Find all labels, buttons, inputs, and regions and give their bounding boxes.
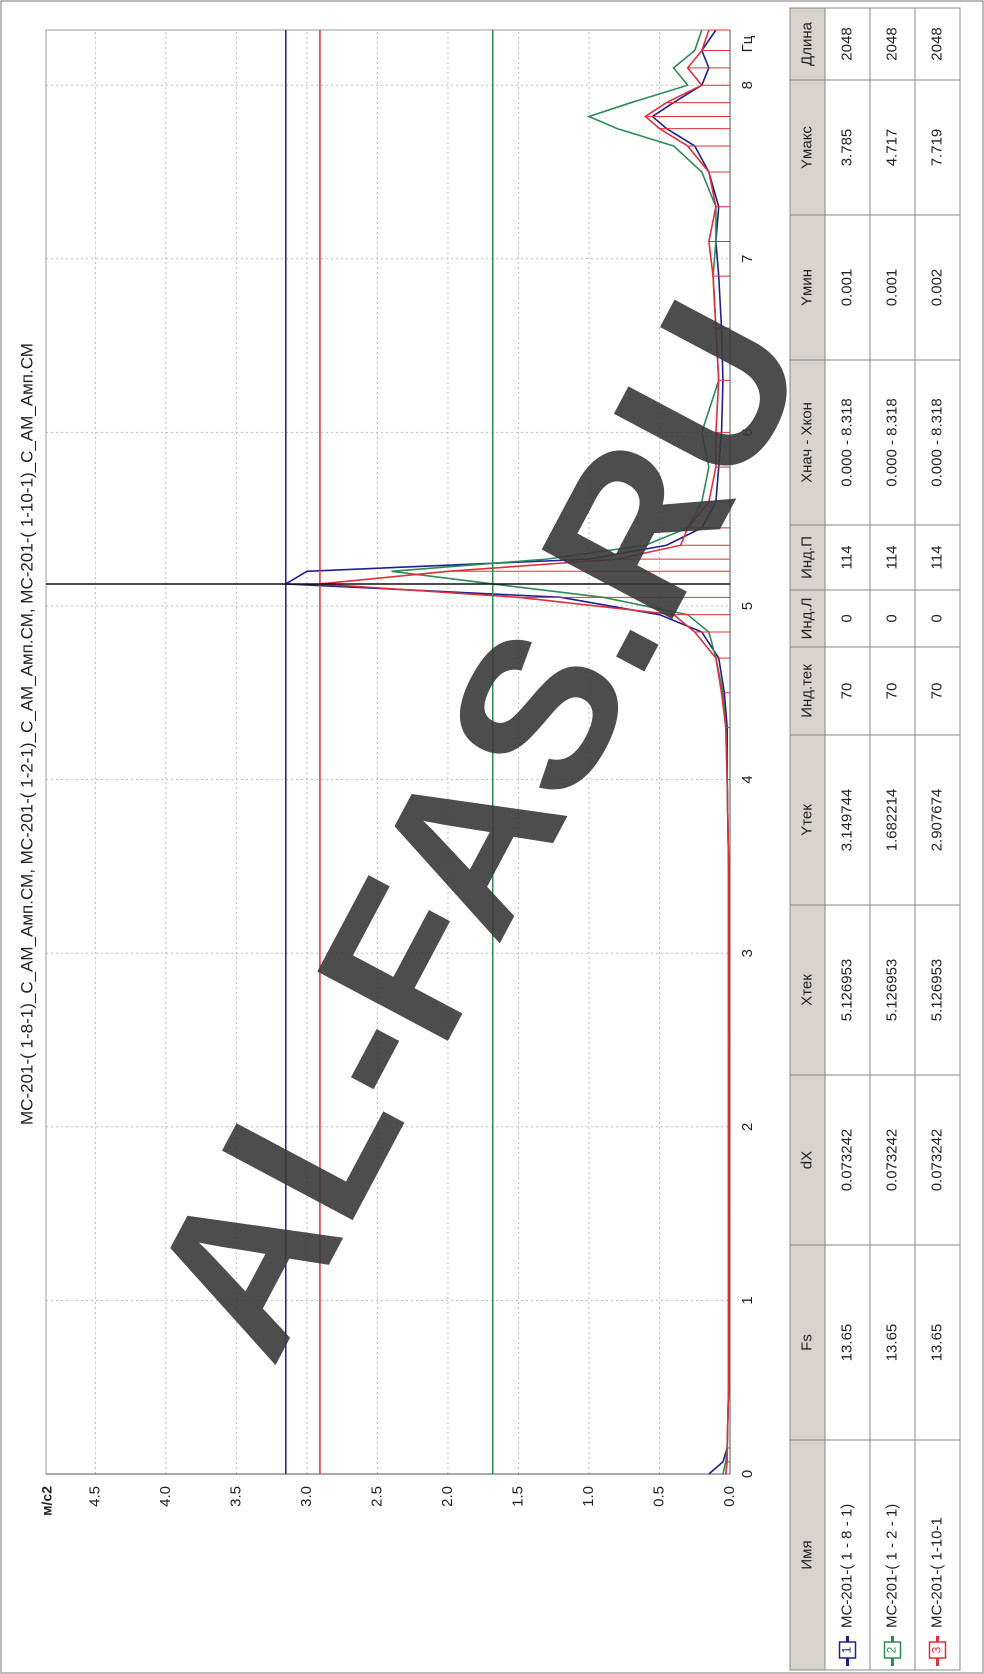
cell-text: 5.126953: [838, 959, 855, 1022]
legend-marker: 3: [930, 1646, 944, 1653]
cell-text: 0.001: [883, 269, 900, 307]
column-header: Инд.Л: [798, 598, 815, 640]
column-header: Xтек: [798, 974, 815, 1006]
legend-marker: 1: [840, 1646, 854, 1653]
cell-text: 7.719: [928, 129, 945, 167]
series-line: [319, 29, 730, 1475]
cell-text: 0.000 - 8.318: [883, 398, 900, 486]
cell-text: 114: [883, 546, 900, 570]
cell-text: MC-201-( 1 - 8 - 1): [838, 1504, 855, 1628]
cell-text: 2048: [928, 27, 945, 60]
cell-text: 0: [838, 614, 855, 622]
cell-text: 5.126953: [883, 959, 900, 1022]
y-tick-label: 4.5: [86, 1486, 103, 1507]
cell-text: 0.073242: [928, 1129, 945, 1192]
x-tick-label: 8: [739, 81, 756, 89]
cell-text: 1.682214: [883, 789, 900, 852]
column-header: Имя: [798, 1540, 815, 1569]
column-header: Fs: [798, 1334, 815, 1351]
x-tick-label: 0: [739, 1470, 756, 1478]
cell-text: 114: [928, 546, 945, 570]
cell-text: 0.002: [928, 269, 945, 307]
y-axis-label: м/с2: [39, 1486, 55, 1516]
cell-text: 0.000 - 8.318: [928, 398, 945, 486]
cell-text: 0: [928, 614, 945, 622]
cell-text: 13.65: [883, 1324, 900, 1362]
column-header: Xнач - Xкон: [798, 402, 815, 483]
cell-text: 5.126953: [928, 959, 945, 1022]
cell: [914, 7, 961, 81]
column-header: Инд.П: [798, 536, 815, 579]
cell-text: 0.000 - 8.318: [838, 398, 855, 486]
y-tick-label: 2.5: [368, 1486, 385, 1507]
x-tick-label: 7: [739, 255, 756, 263]
legend-box: [838, 1641, 857, 1659]
y-tick-label: 4.0: [157, 1486, 174, 1507]
cell-text: 13.65: [838, 1324, 855, 1362]
cell-text: 3.149744: [838, 789, 855, 852]
cell-text: 2048: [883, 27, 900, 60]
cell-text: 70: [883, 683, 900, 700]
cell-text: 3.785: [838, 129, 855, 167]
x-tick-label: 6: [739, 428, 756, 436]
cell-text: 70: [838, 683, 855, 700]
x-tick-label: 2: [739, 1123, 756, 1131]
column-header: Длина: [798, 21, 815, 66]
y-tick-label: 2.0: [439, 1486, 456, 1507]
column-header: dX: [798, 1151, 815, 1169]
y-tick-label: 3.5: [227, 1486, 244, 1507]
cell-text: 0.073242: [838, 1129, 855, 1192]
y-tick-label: 1.0: [580, 1486, 597, 1507]
column-header: Инд.тек: [798, 664, 815, 718]
legend-marker: 2: [885, 1646, 899, 1653]
column-header: Yмин: [798, 269, 815, 306]
column-header: Yтек: [798, 804, 815, 836]
cell-text: 0: [883, 614, 900, 622]
cell-text: 2.907674: [928, 789, 945, 852]
cell-text: 70: [928, 683, 945, 700]
y-tick-label: 0.0: [721, 1486, 738, 1507]
column-header: Yмакс: [798, 126, 815, 169]
legend-box: [883, 1641, 902, 1659]
cell-text: 0.001: [838, 269, 855, 307]
legend-box: [928, 1641, 947, 1659]
cell-text: 4.717: [883, 129, 900, 167]
y-tick-label: 1.5: [509, 1486, 526, 1507]
chart-title: MC-201-( 1-8-1)_C_AM_Амп.СМ, MC-201-( 1-…: [17, 343, 36, 1125]
x-tick-label: 1: [739, 1296, 756, 1304]
x-tick-label: 3: [739, 949, 756, 957]
x-tick-label: 4: [739, 775, 756, 783]
x-tick-label: 5: [739, 602, 756, 610]
y-tick-label: 0.5: [650, 1486, 667, 1507]
cell-text: MC-201-( 1-10-1: [928, 1517, 945, 1628]
cell-text: 13.65: [928, 1324, 945, 1362]
cell-text: 2048: [838, 27, 855, 60]
y-tick-label: 3.0: [298, 1486, 315, 1507]
rotated-view: MC-201-( 1-8-1)_C_AM_Амп.СМ, MC-201-( 1-…: [17, 7, 961, 1671]
cell-text: MC-201-( 1 - 2 - 1): [883, 1504, 900, 1628]
cell-text: 0.073242: [883, 1129, 900, 1192]
x-axis-label: Гц: [739, 35, 756, 52]
cell-text: 114: [838, 546, 855, 570]
